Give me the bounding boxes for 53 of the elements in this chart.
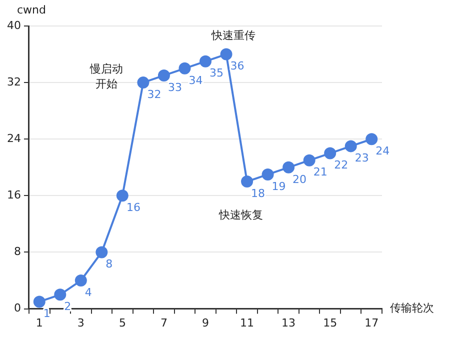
point xyxy=(178,62,191,74)
data-label: 33 xyxy=(168,80,182,94)
y-tick-label: 40 xyxy=(6,18,21,32)
x-axis-title: 传输轮次 xyxy=(390,302,434,315)
point xyxy=(220,48,232,60)
point xyxy=(116,190,128,202)
x-tick-label: 17 xyxy=(364,316,379,330)
data-label: 22 xyxy=(334,158,348,172)
y-axis-title: cwnd xyxy=(16,3,46,16)
x-tick-label: 5 xyxy=(118,316,126,330)
data-label: 1 xyxy=(43,307,50,320)
data-label: 18 xyxy=(251,186,266,200)
y-tick-label: 8 xyxy=(14,245,21,258)
data-label: 4 xyxy=(84,286,92,299)
x-tick-label: 15 xyxy=(323,316,338,330)
x-tick-label: 7 xyxy=(160,316,168,330)
x-tick-label: 11 xyxy=(240,316,254,330)
point xyxy=(158,69,170,82)
point xyxy=(282,161,295,174)
y-tick-label: 24 xyxy=(6,132,21,145)
point xyxy=(33,296,46,308)
point xyxy=(54,288,66,301)
annotation: 快速重传 xyxy=(210,28,256,42)
x-tick-label: 1 xyxy=(36,316,43,330)
x-tick-label: 3 xyxy=(77,316,84,330)
data-label: 8 xyxy=(106,258,113,271)
data-label: 19 xyxy=(272,180,286,193)
data-label: 35 xyxy=(210,66,224,80)
point xyxy=(303,154,316,166)
x-tick-label: 9 xyxy=(202,316,209,330)
data-label: 20 xyxy=(292,172,307,186)
data-label: 32 xyxy=(147,88,162,101)
data-label: 34 xyxy=(188,74,203,87)
point xyxy=(262,168,274,180)
x-tick-label: 13 xyxy=(282,316,296,330)
data-label: 21 xyxy=(313,166,328,179)
annotation: 慢启动开始 xyxy=(89,62,124,90)
point xyxy=(324,147,336,160)
annotation: 快速恢复 xyxy=(218,208,263,222)
point xyxy=(137,76,150,89)
data-label: 16 xyxy=(126,201,140,214)
point xyxy=(200,55,212,68)
point xyxy=(96,246,108,258)
point xyxy=(74,274,87,287)
point xyxy=(344,140,357,152)
y-tick-label: 0 xyxy=(14,302,21,315)
point xyxy=(366,133,378,146)
y-tick-label: 32 xyxy=(6,75,21,88)
y-tick-label: 16 xyxy=(6,188,21,202)
data-label: 36 xyxy=(230,60,244,73)
data-label: 23 xyxy=(354,152,369,165)
point xyxy=(241,176,254,188)
data-label: 24 xyxy=(376,144,390,158)
